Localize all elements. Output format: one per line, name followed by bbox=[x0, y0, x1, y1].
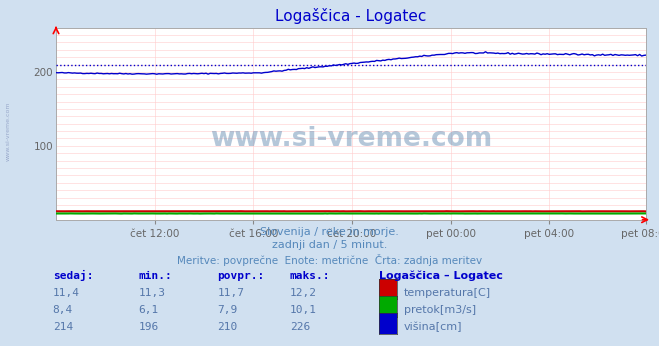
Text: 8,4: 8,4 bbox=[53, 305, 73, 315]
Text: 196: 196 bbox=[138, 322, 159, 333]
Text: 11,4: 11,4 bbox=[53, 288, 80, 298]
Text: zadnji dan / 5 minut.: zadnji dan / 5 minut. bbox=[272, 240, 387, 251]
Text: 10,1: 10,1 bbox=[290, 305, 317, 315]
Text: 12,2: 12,2 bbox=[290, 288, 317, 298]
Text: povpr.:: povpr.: bbox=[217, 271, 265, 281]
Text: Meritve: povprečne  Enote: metrične  Črta: zadnja meritev: Meritve: povprečne Enote: metrične Črta:… bbox=[177, 254, 482, 266]
Text: 7,9: 7,9 bbox=[217, 305, 238, 315]
Text: Logaščica – Logatec: Logaščica – Logatec bbox=[379, 270, 503, 281]
Text: sedaj:: sedaj: bbox=[53, 270, 93, 281]
Text: 226: 226 bbox=[290, 322, 310, 333]
Text: maks.:: maks.: bbox=[290, 271, 330, 281]
Text: 6,1: 6,1 bbox=[138, 305, 159, 315]
Text: 214: 214 bbox=[53, 322, 73, 333]
Text: 210: 210 bbox=[217, 322, 238, 333]
Text: www.si-vreme.com: www.si-vreme.com bbox=[210, 126, 492, 152]
Text: 11,7: 11,7 bbox=[217, 288, 244, 298]
Text: višina[cm]: višina[cm] bbox=[404, 322, 463, 333]
Title: Logaščica - Logatec: Logaščica - Logatec bbox=[275, 8, 426, 24]
Text: min.:: min.: bbox=[138, 271, 172, 281]
Text: pretok[m3/s]: pretok[m3/s] bbox=[404, 305, 476, 315]
Text: temperatura[C]: temperatura[C] bbox=[404, 288, 491, 298]
Text: www.si-vreme.com: www.si-vreme.com bbox=[5, 102, 11, 161]
Text: 11,3: 11,3 bbox=[138, 288, 165, 298]
Text: Slovenija / reke in morje.: Slovenija / reke in morje. bbox=[260, 227, 399, 237]
